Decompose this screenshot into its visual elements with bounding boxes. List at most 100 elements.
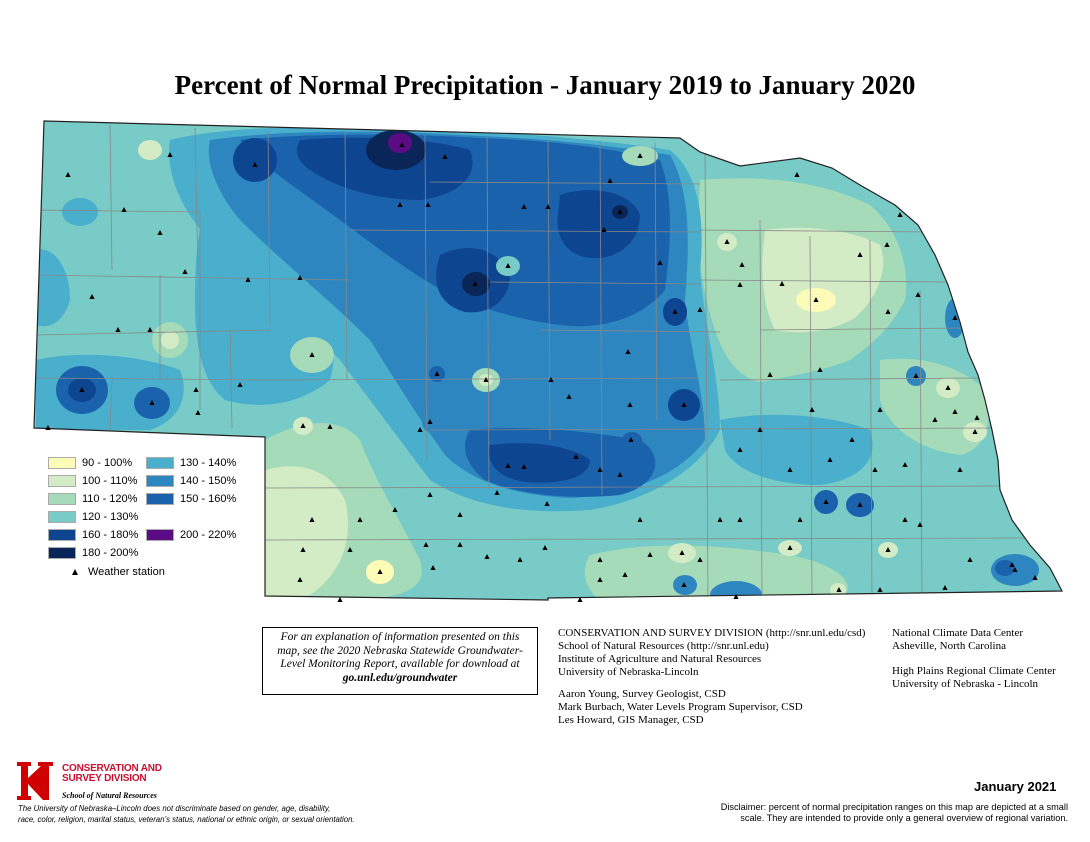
weather-station-marker <box>297 577 303 582</box>
weather-station-marker <box>548 377 554 382</box>
weather-station-marker <box>657 260 663 265</box>
weather-station-marker <box>544 501 550 506</box>
legend-item-160-180: 160 - 180% <box>48 528 138 542</box>
weather-station-marker <box>717 517 723 522</box>
weather-station-marker <box>425 202 431 207</box>
weather-station-marker <box>472 281 478 286</box>
weather-station-marker <box>149 400 155 405</box>
weather-station-marker <box>617 472 623 477</box>
weather-stations <box>45 142 1038 602</box>
weather-station-marker <box>724 239 730 244</box>
credit-person: Mark Burbach, Water Levels Program Super… <box>558 701 803 713</box>
weather-station-marker <box>483 377 489 382</box>
legend-label: 90 - 100% <box>82 457 133 469</box>
weather-station-marker <box>417 427 423 432</box>
legend-label: 100 - 110% <box>82 475 138 487</box>
publication-date: January 2021 <box>974 779 1057 794</box>
weather-station-marker <box>542 545 548 550</box>
legend-label: 110 - 120% <box>82 493 138 505</box>
legend-item-130-140: 130 - 140% <box>146 456 236 470</box>
legend-label: 150 - 160% <box>180 493 237 505</box>
weather-station-marker <box>237 382 243 387</box>
weather-station-marker <box>505 463 511 468</box>
weather-station-marker <box>823 499 829 504</box>
weather-station-marker <box>427 419 433 424</box>
weather-station-marker <box>377 569 383 574</box>
weather-station-marker <box>974 415 980 420</box>
weather-station-marker <box>849 437 855 442</box>
station-triangle-icon <box>72 569 78 575</box>
weather-station-marker <box>392 507 398 512</box>
disclaimer: Disclaimer: percent of normal precipitat… <box>720 802 1068 823</box>
weather-station-marker <box>647 552 653 557</box>
weather-station-marker <box>697 557 703 562</box>
weather-station-marker <box>767 372 773 377</box>
nebraska-precipitation-map <box>33 120 1063 602</box>
weather-station-marker <box>89 294 95 299</box>
credit-line: University of Nebraska-Lincoln <box>558 666 699 678</box>
weather-station-marker <box>917 522 923 527</box>
weather-station-marker <box>897 212 903 217</box>
weather-station-marker <box>681 402 687 407</box>
weather-station-marker <box>797 517 803 522</box>
weather-station-marker <box>566 394 572 399</box>
station-legend: Weather station <box>48 566 165 578</box>
weather-station-marker <box>157 230 163 235</box>
info-line: Level Monitoring Report, available for d… <box>280 658 520 670</box>
weather-station-marker <box>597 577 603 582</box>
weather-station-marker <box>679 550 685 555</box>
weather-station-marker <box>1009 562 1015 567</box>
weather-station-marker <box>794 172 800 177</box>
credit-line: University of Nebraska - Lincoln <box>892 678 1039 690</box>
weather-station-marker <box>628 437 634 442</box>
weather-station-marker <box>521 464 527 469</box>
legend-swatch <box>48 511 76 523</box>
weather-station-marker <box>427 492 433 497</box>
weather-station-marker <box>147 327 153 332</box>
legend-item-140-150: 140 - 150% <box>146 474 236 488</box>
weather-station-marker <box>967 557 973 562</box>
map-title: Percent of Normal Precipitation - Januar… <box>174 70 916 100</box>
weather-station-marker <box>601 227 607 232</box>
weather-station-marker <box>787 545 793 550</box>
weather-station-marker <box>945 385 951 390</box>
legend-item-150-160: 150 - 160% <box>146 492 236 506</box>
credit-line: High Plains Regional Climate Center <box>892 665 1056 677</box>
legend-item-100-110: 100 - 110% <box>48 474 137 488</box>
weather-station-marker <box>902 517 908 522</box>
weather-station-marker <box>65 172 71 177</box>
weather-station-marker <box>517 557 523 562</box>
weather-station-marker <box>434 371 440 376</box>
weather-station-marker <box>442 154 448 159</box>
credit-line: School of Natural Resources (http://snr.… <box>558 640 769 652</box>
info-box: For an explanation of information presen… <box>262 627 538 695</box>
weather-station-marker <box>607 178 613 183</box>
weather-station-marker <box>252 162 258 167</box>
weather-station-marker <box>300 423 306 428</box>
legend-swatch <box>146 493 174 505</box>
legend-label: 200 - 220% <box>180 529 237 541</box>
weather-station-marker <box>505 263 511 268</box>
unl-n-logo-icon <box>17 762 53 800</box>
weather-station-marker <box>885 547 891 552</box>
weather-station-marker <box>347 547 353 552</box>
weather-station-marker <box>932 417 938 422</box>
legend-swatch <box>146 475 174 487</box>
weather-station-marker <box>423 542 429 547</box>
legend-swatch <box>146 457 174 469</box>
legend-item-90-100: 90 - 100% <box>48 456 132 470</box>
weather-station-marker <box>972 429 978 434</box>
weather-station-marker <box>45 425 51 430</box>
state-outline <box>33 120 1063 601</box>
info-url[interactable]: go.unl.edu/groundwater <box>342 671 458 684</box>
legend-label: 130 - 140% <box>180 457 237 469</box>
credits-climate-centers: National Climate Data Center Asheville, … <box>892 627 1056 691</box>
weather-station-marker <box>872 467 878 472</box>
weather-station-marker <box>121 207 127 212</box>
weather-station-marker <box>457 542 463 547</box>
weather-station-marker <box>245 277 251 282</box>
county-boundaries <box>35 124 1031 600</box>
legend-item-120-130: 120 - 130% <box>48 510 138 524</box>
weather-station-marker <box>622 572 628 577</box>
legend-label: 140 - 150% <box>180 475 237 487</box>
